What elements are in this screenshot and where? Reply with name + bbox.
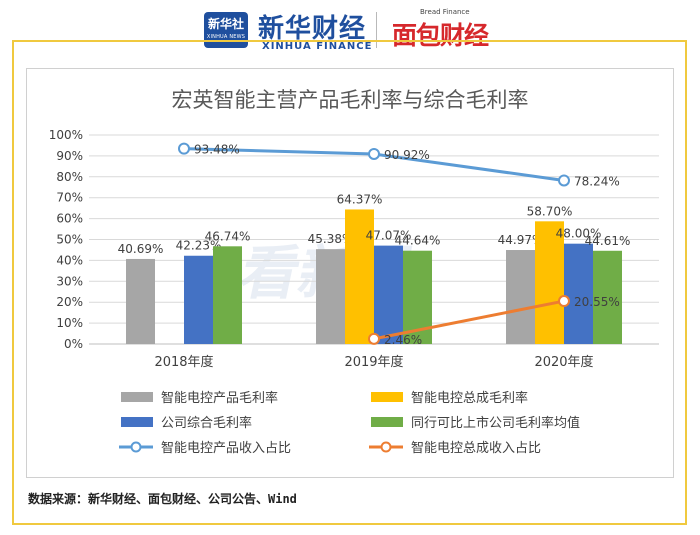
y-tick-label: 50% xyxy=(56,233,83,247)
bar xyxy=(593,250,622,344)
xinhua-finance-logo-en: XINHUA FINANCE xyxy=(262,41,373,52)
legend-swatch xyxy=(121,392,153,402)
y-tick-label: 70% xyxy=(56,191,83,205)
line-data-label: 2.46% xyxy=(384,333,422,347)
logo-divider xyxy=(376,12,377,48)
legend-swatch xyxy=(371,417,403,427)
x-tick-label: 2018年度 xyxy=(154,354,213,370)
bar-data-label: 47.07% xyxy=(366,229,412,243)
legend-swatch xyxy=(380,441,392,453)
legend-label: 智能电控产品毛利率 xyxy=(161,390,278,406)
bar-data-label: 48.00% xyxy=(556,227,602,241)
bar xyxy=(374,245,403,344)
bar-data-label: 42.23% xyxy=(176,239,222,253)
legend-label: 同行可比上市公司毛利率均值 xyxy=(411,415,580,431)
legend-label: 智能电控总成毛利率 xyxy=(411,390,528,406)
header: 新华社 XINHUA NEWS 新华财经 XINHUA FINANCE Brea… xyxy=(0,0,700,58)
line-point xyxy=(178,142,190,155)
legend-label: 公司综合毛利率 xyxy=(161,415,252,431)
bar-data-label: 58.70% xyxy=(527,204,573,218)
xinhua-finance-logo-cn: 新华财经 xyxy=(258,14,367,44)
line-point xyxy=(558,174,570,187)
bar xyxy=(213,246,242,344)
x-tick-label: 2020年度 xyxy=(534,354,593,370)
bar xyxy=(345,209,374,344)
content-frame xyxy=(12,40,687,525)
legend-label: 智能电控产品收入占比 xyxy=(161,441,291,456)
bar-data-label: 44.64% xyxy=(395,234,441,248)
chart: 宏英智能主营产品毛利率与综合毛利率看新股0%10%20%30%40%50%60%… xyxy=(49,88,659,456)
chart-title: 宏英智能主营产品毛利率与综合毛利率 xyxy=(172,88,529,112)
bar-data-label: 46.74% xyxy=(205,229,251,243)
data-source-note: 数据来源：新华财经、面包财经、公司公告、Wind xyxy=(28,492,297,506)
legend-swatch xyxy=(121,417,153,427)
bar-data-label: 40.69% xyxy=(118,242,164,256)
bar xyxy=(535,221,564,344)
legend-swatch xyxy=(371,392,403,402)
bar-data-label: 45.38% xyxy=(308,232,354,246)
bar xyxy=(506,250,535,344)
chart-card: 宏英智能主营产品毛利率与综合毛利率看新股0%10%20%30%40%50%60%… xyxy=(26,68,674,478)
bar xyxy=(126,258,155,344)
bar-data-label: 64.37% xyxy=(337,192,383,206)
y-tick-label: 80% xyxy=(56,170,83,184)
line-data-label: 90.92% xyxy=(384,148,430,162)
series-line xyxy=(373,299,565,341)
x-tick-label: 2019年度 xyxy=(344,354,403,370)
xinhua-news-logo: 新华社 XINHUA NEWS xyxy=(204,12,248,48)
line-data-label: 93.48% xyxy=(194,143,240,157)
y-tick-label: 40% xyxy=(56,253,83,267)
y-tick-label: 10% xyxy=(56,316,83,330)
y-tick-label: 0% xyxy=(64,337,83,351)
y-tick-label: 90% xyxy=(56,149,83,163)
y-tick-label: 30% xyxy=(56,274,83,288)
bread-finance-logo-en: Bread Finance xyxy=(420,8,470,16)
line-data-label: 20.55% xyxy=(574,295,620,309)
legend-swatch xyxy=(130,441,142,453)
y-tick-label: 20% xyxy=(56,295,83,309)
bread-finance-logo-cn: 面包财经 xyxy=(392,21,489,50)
bar xyxy=(316,249,345,344)
y-tick-label: 100% xyxy=(49,128,83,142)
xinhua-badge-cn: 新华社 xyxy=(207,17,244,31)
bar-data-label: 44.97% xyxy=(498,233,544,247)
line-data-label: 78.24% xyxy=(574,174,620,188)
line-point xyxy=(558,295,570,308)
line-point xyxy=(368,147,380,160)
bar xyxy=(184,255,213,344)
y-tick-label: 60% xyxy=(56,212,83,226)
bar-data-label: 44.61% xyxy=(585,234,631,248)
line-point xyxy=(368,332,380,345)
xinhua-badge-en: XINHUA NEWS xyxy=(206,34,246,40)
legend-label: 智能电控总成收入占比 xyxy=(411,441,541,456)
bar xyxy=(564,243,593,344)
